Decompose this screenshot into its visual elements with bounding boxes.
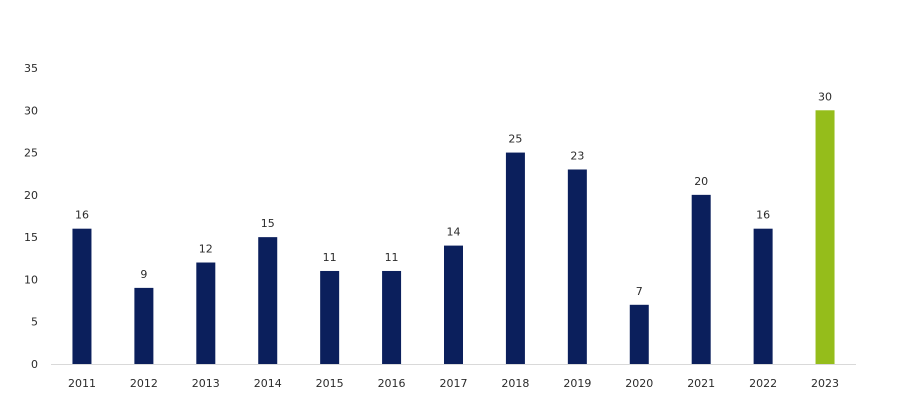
x-tick-label-2011: 2011 [68, 377, 96, 390]
bar-2012 [134, 287, 154, 364]
x-tick-label-2019: 2019 [563, 377, 591, 390]
data-label-2018: 25 [508, 133, 522, 146]
x-tick-label-2023: 2023 [811, 377, 839, 390]
x-tick-label-2015: 2015 [316, 377, 344, 390]
bar-2023 [815, 110, 835, 365]
x-tick-label-2017: 2017 [440, 377, 468, 390]
y-tick-label: 35 [24, 62, 38, 75]
data-label-2012: 9 [140, 268, 147, 281]
bar-2011 [72, 228, 92, 364]
y-tick-label: 15 [24, 231, 38, 244]
data-label-2020: 7 [636, 285, 643, 298]
data-label-2015: 11 [323, 251, 337, 264]
bar-2019 [567, 169, 587, 364]
y-tick-label: 5 [31, 316, 38, 329]
data-label-2019: 23 [570, 149, 584, 162]
data-label-2011: 16 [75, 209, 89, 222]
x-tick-label-2022: 2022 [749, 377, 777, 390]
x-tick-label-2012: 2012 [130, 377, 158, 390]
bar-2015 [320, 270, 340, 364]
bar-2016 [382, 270, 402, 364]
x-tick-label-2014: 2014 [254, 377, 282, 390]
y-axis: 0 5 10 15 20 25 30 35 [24, 62, 38, 371]
x-tick-label-2016: 2016 [378, 377, 406, 390]
y-tick-label: 0 [31, 358, 38, 371]
x-tick-label-2020: 2020 [625, 377, 653, 390]
data-label-2021: 20 [694, 175, 708, 188]
bar-2014 [258, 237, 278, 364]
data-label-2017: 14 [447, 226, 461, 239]
y-tick-label: 10 [24, 273, 38, 286]
x-axis: 2011 2012 2013 2014 2015 2016 2017 2018 2019 2020… [51, 364, 856, 390]
bar-2017 [444, 245, 463, 364]
bar-2018 [505, 152, 525, 364]
x-tick-label-2021: 2021 [687, 377, 715, 390]
y-tick-label: 20 [24, 189, 38, 202]
data-label-2016: 11 [385, 251, 399, 264]
data-label-2013: 12 [199, 243, 213, 256]
data-label-2022: 16 [756, 209, 770, 222]
bar-2020 [629, 304, 649, 364]
bar-2022 [753, 228, 773, 364]
y-tick-label: 25 [24, 147, 38, 160]
x-tick-label-2013: 2013 [192, 377, 220, 390]
bar-2021 [691, 194, 711, 364]
bars [72, 110, 835, 365]
data-label-2014: 15 [261, 217, 275, 230]
bar-2013 [196, 262, 216, 364]
y-tick-label: 30 [24, 104, 38, 117]
data-label-2023: 30 [818, 90, 832, 103]
data-labels: 16 9 12 15 11 11 14 25 23 7 20 16 30 [75, 90, 832, 298]
x-tick-label-2018: 2018 [501, 377, 529, 390]
